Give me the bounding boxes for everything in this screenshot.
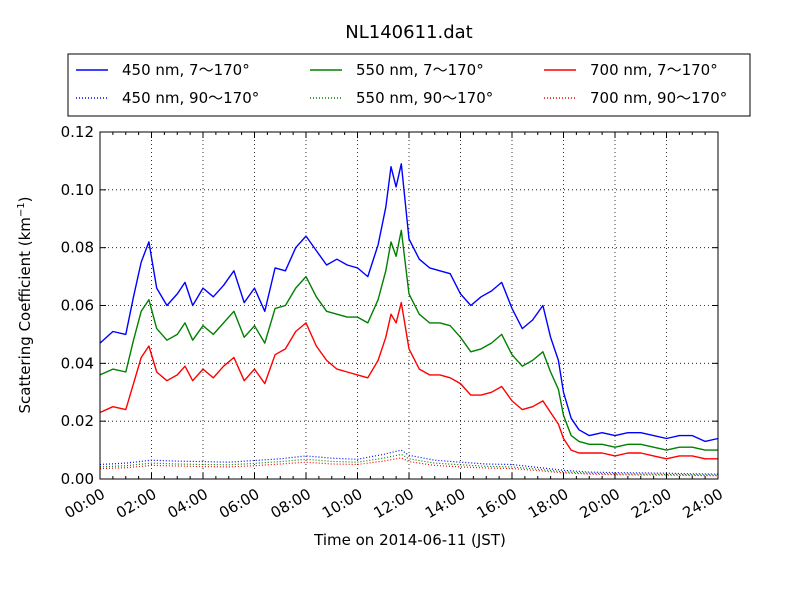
legend-label: 700 nm, 7～170°	[590, 61, 718, 79]
series-line-700-nm-90-170-dotted	[99, 457, 719, 477]
legend-label: 700 nm, 90～170°	[590, 89, 727, 107]
series-line-550-nm-90-170-dotted	[99, 453, 719, 476]
y-tick-label: 0.02	[61, 412, 94, 430]
chart-legend: 450 nm, 7～170° 450 nm, 90～170° 550 nm, 7～1…	[67, 53, 751, 117]
x-axis-label: Time on 2014-06-11 (JST)	[313, 531, 506, 549]
legend-frame	[67, 53, 751, 117]
series-line-450-nm-7-170	[99, 163, 719, 443]
chart-title: NL140611.dat	[345, 22, 472, 43]
legend-label: 450 nm, 7～170°	[122, 61, 250, 79]
y-tick-label: 0.00	[61, 470, 94, 488]
y-axis-tick-labels: 0.00 0.02 0.04 0.06 0.08 0.10 0.12	[61, 123, 94, 488]
y-axis-label-superscript: −1	[16, 202, 27, 217]
chart-ticks	[99, 131, 719, 480]
y-axis-label-main: Scattering Coefficient (km	[16, 217, 34, 413]
y-tick-label: 0.04	[61, 354, 94, 372]
legend-label: 550 nm, 90～170°	[356, 89, 493, 107]
y-axis-label-close: )	[16, 196, 34, 202]
legend-label: 450 nm, 90～170°	[122, 89, 259, 107]
y-tick-label: 0.08	[61, 239, 94, 257]
y-axis-label: Scattering Coefficient (km−1)	[16, 196, 34, 413]
series-line-700-nm-7-170	[99, 301, 718, 460]
chart-series-layer	[99, 163, 719, 477]
y-tick-label: 0.12	[61, 123, 94, 141]
legend-label: 550 nm, 7～170°	[356, 61, 484, 79]
chart-grid	[100, 132, 718, 479]
series-line-550-nm-7-170	[99, 229, 718, 451]
y-tick-label: 0.10	[61, 181, 94, 199]
y-tick-label: 0.06	[61, 297, 94, 315]
